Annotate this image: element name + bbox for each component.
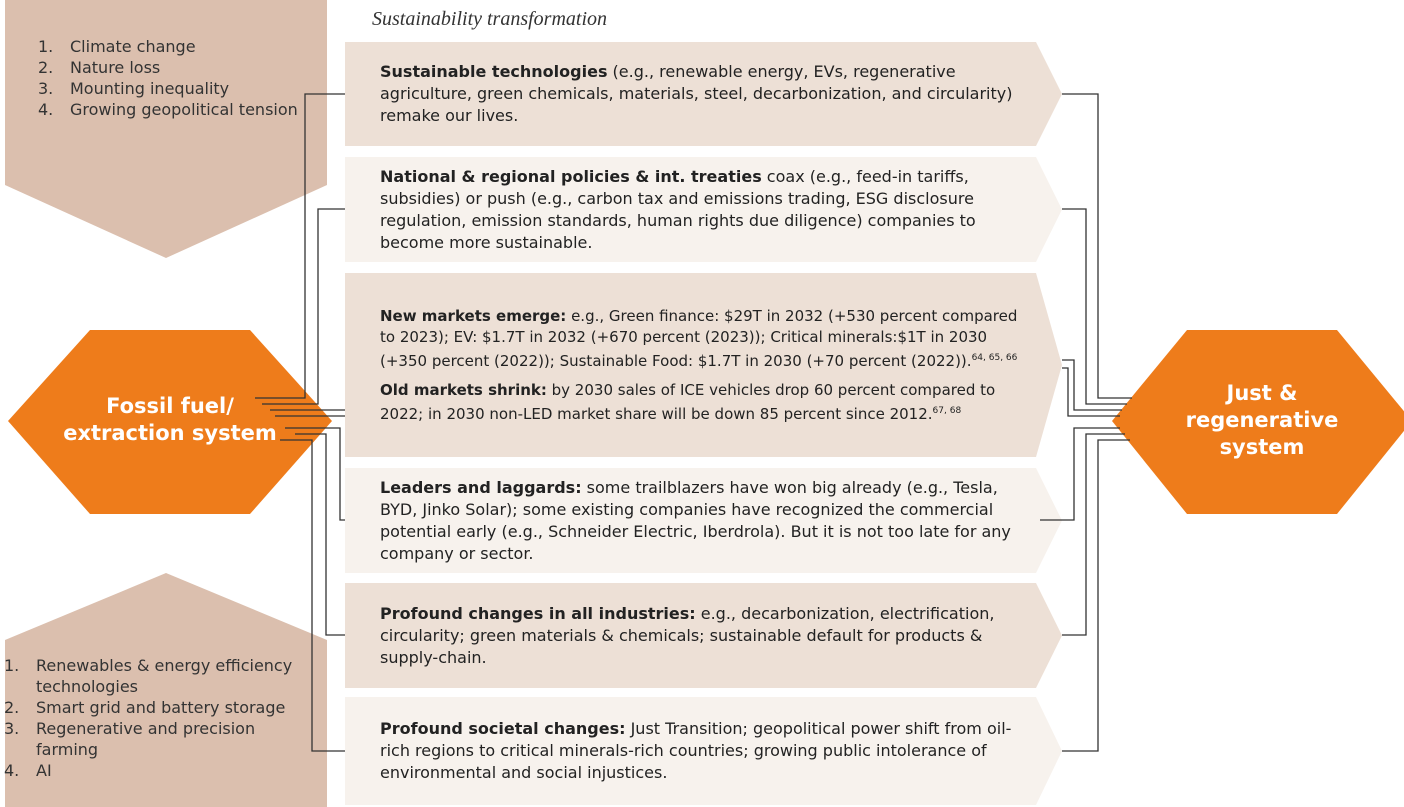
list-item: 4. AI	[4, 760, 322, 781]
paragraph: New markets emerge: e.g., Green finance:…	[380, 306, 1030, 372]
list-item: 3. Mounting inequality	[38, 78, 298, 99]
row-arrow	[345, 273, 1062, 457]
paragraph: Profound societal changes: Just Transiti…	[380, 718, 1030, 784]
left-node-shape	[8, 330, 332, 514]
row-text: Sustainable technologies (e.g., renewabl…	[380, 42, 1030, 146]
body: (e.g., renewable energy, EVs, regenerati…	[380, 62, 1013, 125]
connectors	[255, 93, 1132, 752]
lead: Profound societal changes:	[380, 719, 626, 738]
item-text: Regenerative and precision farming	[36, 719, 256, 759]
list-item: 4. Growing geopolitical tension	[38, 99, 298, 120]
right-node-shape	[1112, 330, 1404, 514]
list-item: 1. Renewables & energy efficiency technol…	[4, 655, 322, 697]
item-text: Renewables & energy efficiency technolog…	[36, 656, 293, 696]
item-number: 1.	[38, 37, 54, 56]
left-node-label: Fossil fuel/ extraction system	[63, 394, 277, 445]
body: coax (e.g., feed-in tariffs, subsidies) …	[380, 166, 976, 252]
problems-box	[5, 0, 327, 258]
list-item: 2. Nature loss	[38, 57, 298, 78]
item-number: 4.	[4, 761, 20, 780]
paragraph: National & regional policies & int. trea…	[380, 166, 1030, 254]
item-text: Climate change	[70, 37, 196, 56]
row-text: Profound societal changes: Just Transiti…	[380, 697, 1030, 805]
item-number: 3.	[38, 79, 54, 98]
body: by 2030 sales of ICE vehicles drop 60 pe…	[380, 380, 996, 423]
lead: Sustainable technologies	[380, 62, 608, 81]
lead: National & regional policies & int. trea…	[380, 166, 762, 186]
body: e.g., Green finance: $29T in 2032 (+530 …	[380, 306, 1018, 370]
paragraph: Profound changes in all industries: e.g.…	[380, 603, 1030, 669]
row-text: Leaders and laggards: some trailblazers …	[380, 468, 1030, 573]
item-text: AI	[36, 761, 52, 780]
list-item: 2. Smart grid and battery storage	[4, 697, 322, 718]
row-arrow	[345, 157, 1062, 262]
problems-list: 1. Climate change 2. Nature loss 3. Mounting …	[38, 36, 298, 120]
item-number: 3.	[4, 719, 20, 738]
paragraph: Sustainable technologies (e.g., renewabl…	[380, 61, 1030, 127]
item-number: 4.	[38, 100, 54, 119]
paragraph: Old markets shrink: by 2030 sales of ICE…	[380, 380, 1030, 425]
item-number: 1.	[4, 656, 20, 675]
body: e.g., decarbonization, electrification, …	[380, 603, 995, 667]
item-number: 2.	[4, 698, 20, 717]
body: Just Transition; geopolitical power shif…	[380, 719, 1012, 782]
solutions-list: 1. Renewables & energy efficiency technol…	[4, 655, 322, 781]
row-text: National & regional policies & int. trea…	[380, 157, 1030, 262]
item-text: Nature loss	[70, 58, 161, 77]
list-item: 3. Regenerative and precision farming	[4, 718, 322, 760]
row-text: Profound changes in all industries: e.g.…	[380, 583, 1030, 688]
item-text: Smart grid and battery storage	[36, 698, 286, 717]
row-arrow	[345, 468, 1062, 573]
lead: Profound changes in all industries:	[380, 603, 696, 623]
paragraph: Leaders and laggards: some trailblazers …	[380, 477, 1030, 565]
item-text: Mounting inequality	[70, 79, 230, 98]
row-arrow	[345, 583, 1062, 688]
footnote-ref: 64, 65, 66	[971, 352, 1018, 363]
row-arrow	[345, 42, 1062, 146]
list-item: 1. Climate change	[38, 36, 298, 57]
footnote-ref: 67, 68	[932, 405, 962, 416]
row-arrow	[345, 697, 1062, 805]
title: Sustainability transformation	[372, 8, 608, 30]
lead: Old markets shrink:	[380, 380, 547, 399]
body: some trailblazers have won big already (…	[380, 477, 1011, 563]
lead: Leaders and laggards:	[380, 477, 582, 497]
right-node-label: Just & regenerative system	[1185, 380, 1339, 459]
row-text: New markets emerge: e.g., Green finance:…	[380, 273, 1030, 457]
lead: New markets emerge:	[380, 306, 567, 325]
solutions-box	[5, 573, 327, 807]
item-number: 2.	[38, 58, 54, 77]
item-text: Growing geopolitical tension	[70, 100, 298, 119]
